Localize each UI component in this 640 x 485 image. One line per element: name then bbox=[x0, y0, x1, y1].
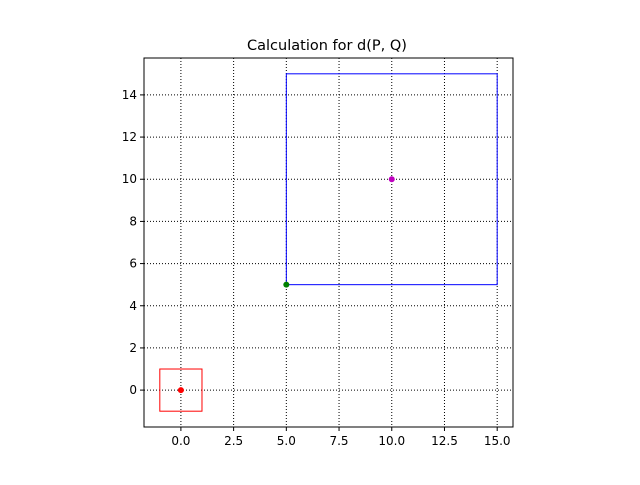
x-tick-label: 5.0 bbox=[277, 434, 296, 448]
x-tick-label: 2.5 bbox=[224, 434, 243, 448]
x-tick-label: 15.0 bbox=[484, 434, 511, 448]
plot-marks bbox=[159, 73, 498, 412]
y-tick-label: 12 bbox=[122, 130, 137, 144]
axis-ticks: 0.0 2.5 5.0 7.5 10.0 12.5 15.0 0 2 4 6 8 10 12 14 bbox=[122, 88, 511, 448]
y-tick-label: 8 bbox=[129, 214, 137, 228]
chart-title: Calculation for d(P, Q) bbox=[247, 38, 407, 54]
x-tick-label: 0.0 bbox=[171, 434, 190, 448]
y-tick-label: 4 bbox=[129, 299, 137, 313]
y-tick-label: 2 bbox=[129, 341, 137, 355]
x-tick-label: 10.0 bbox=[378, 434, 405, 448]
y-tick-label: 14 bbox=[122, 88, 137, 102]
x-tick-label: 7.5 bbox=[329, 434, 348, 448]
y-tick-label: 6 bbox=[129, 257, 137, 271]
point-1 bbox=[283, 281, 290, 288]
point-0 bbox=[177, 387, 184, 394]
point-2 bbox=[388, 176, 395, 183]
x-tick-label: 12.5 bbox=[431, 434, 458, 448]
box-0 bbox=[159, 368, 203, 412]
box-1 bbox=[285, 73, 498, 286]
y-tick-label: 10 bbox=[122, 172, 137, 186]
y-tick-label: 0 bbox=[129, 383, 137, 397]
plot-frame bbox=[143, 57, 514, 428]
